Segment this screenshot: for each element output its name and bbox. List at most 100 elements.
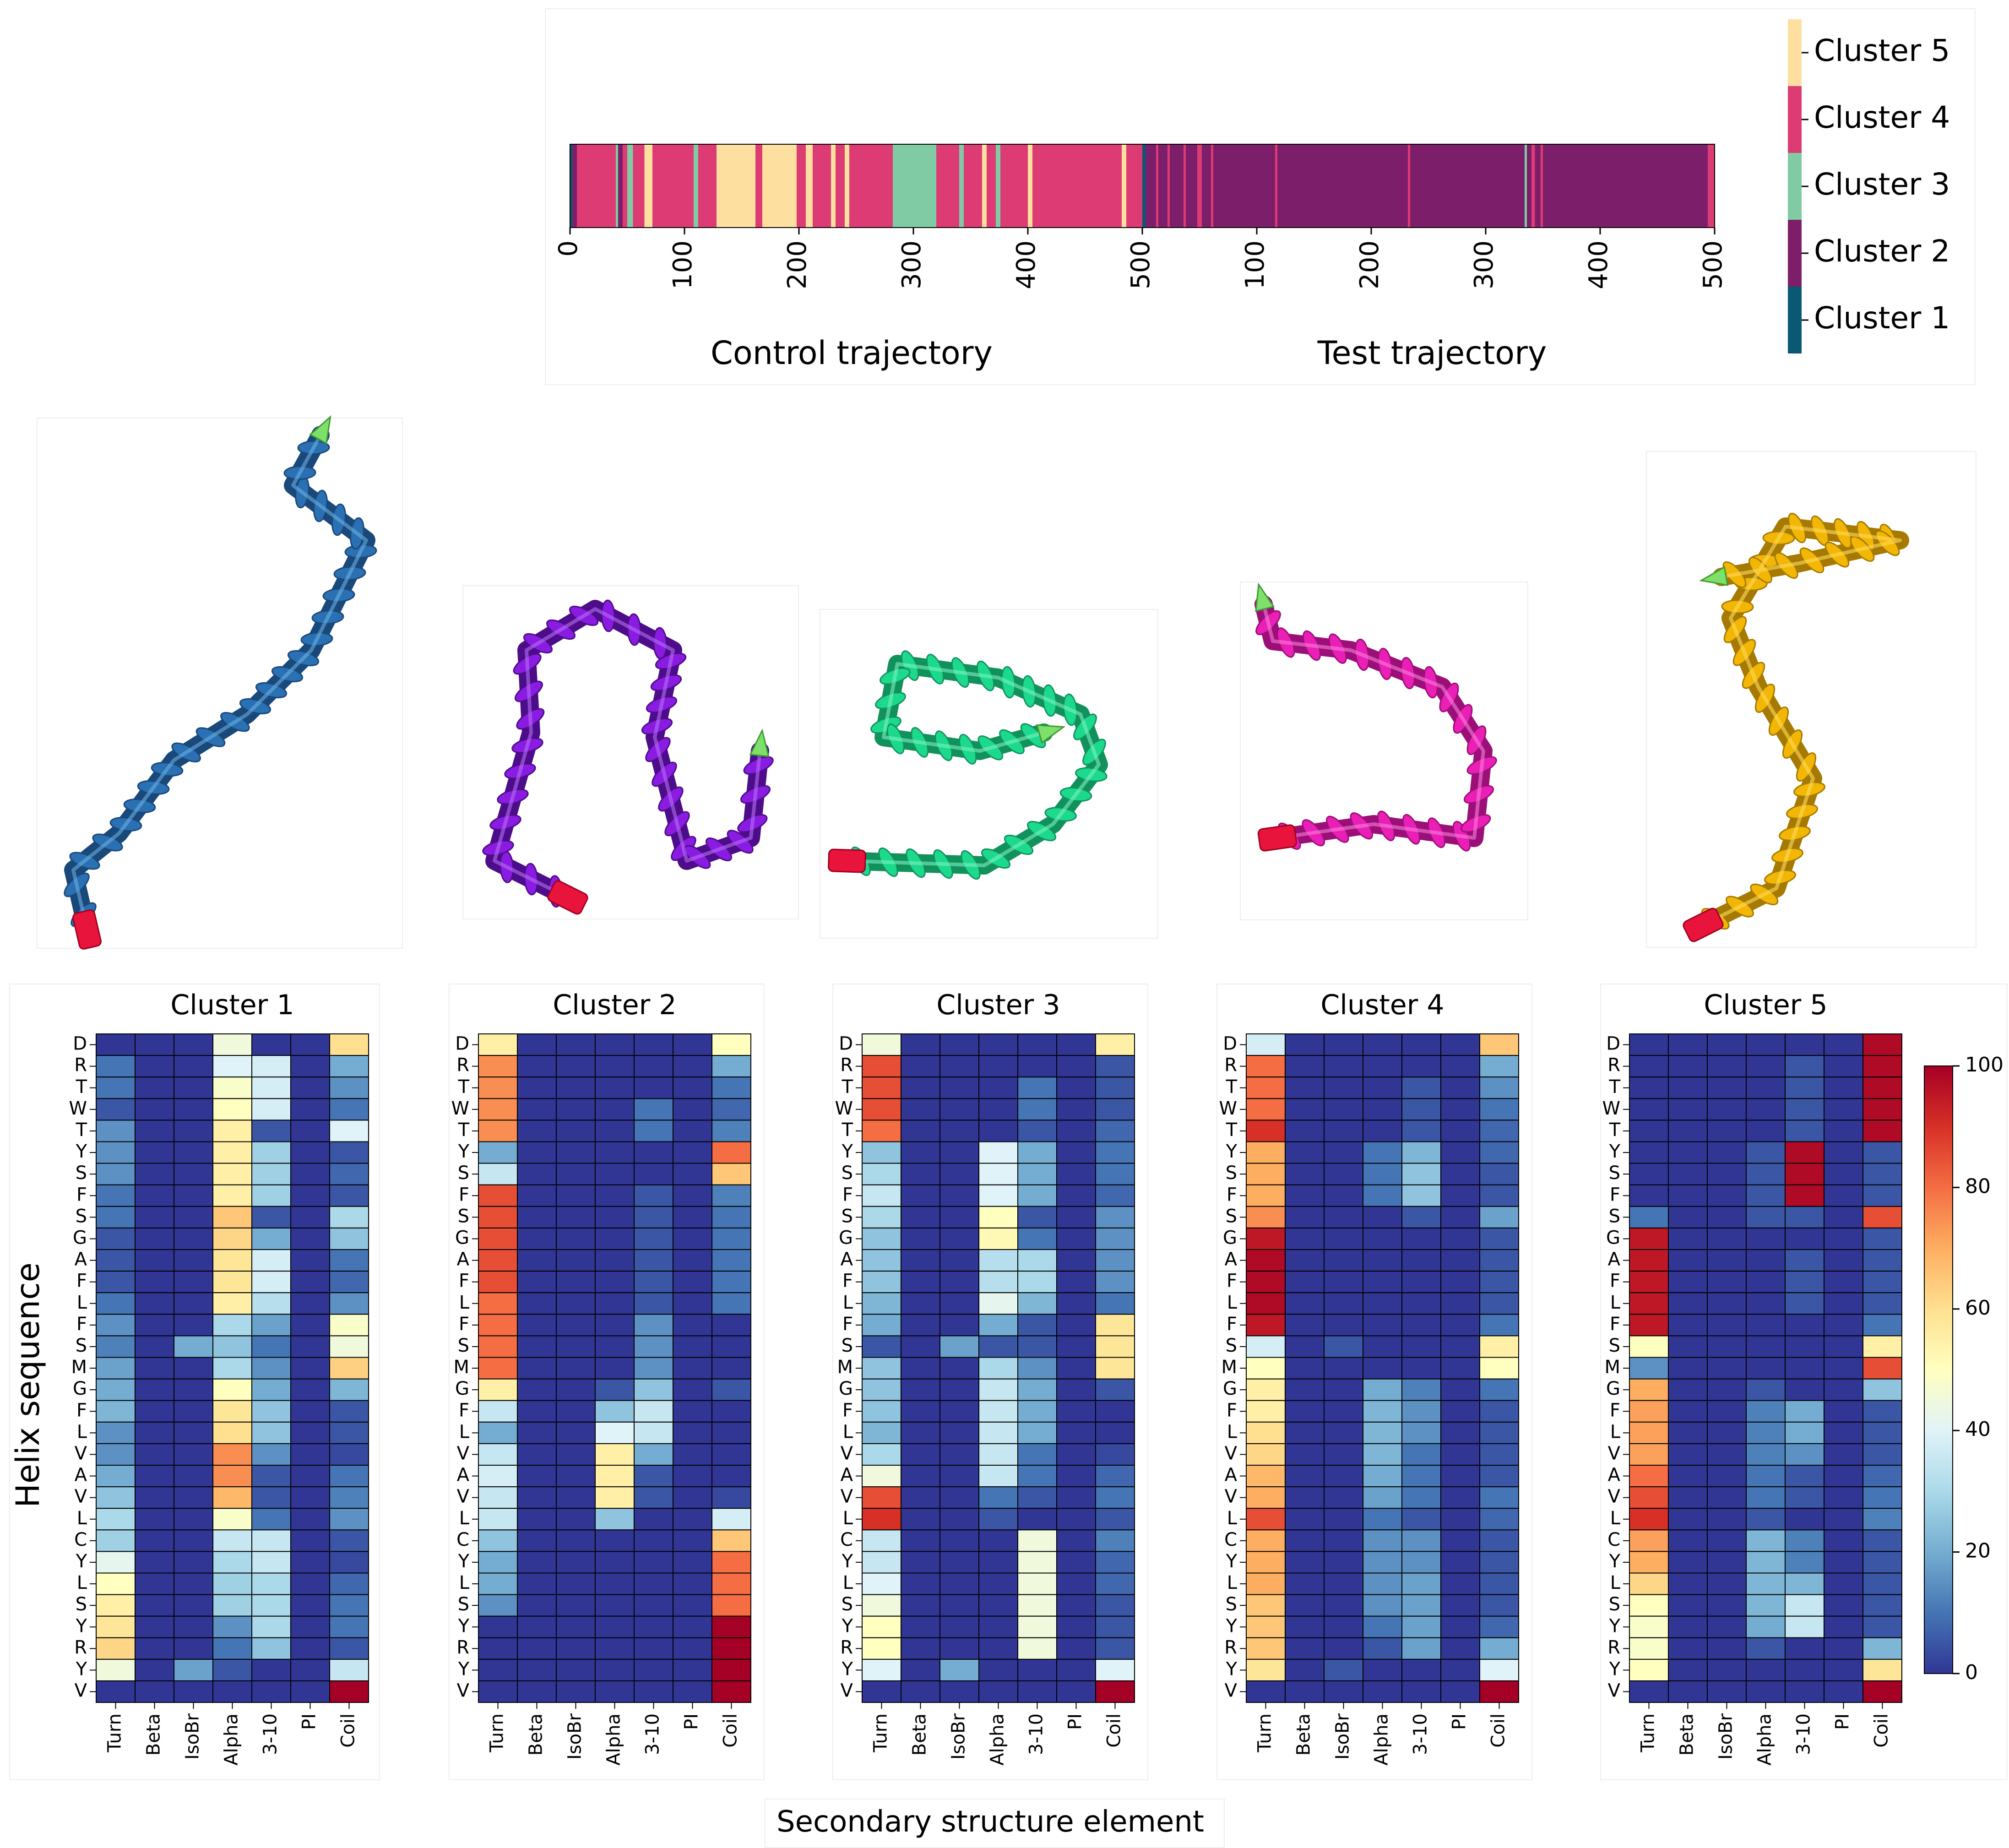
heatmap-cell <box>1324 1529 1363 1552</box>
heatmap-cell <box>290 1551 330 1574</box>
heatmap-cell <box>1095 1076 1135 1099</box>
heatmap-cell <box>1862 1486 1902 1509</box>
heatmap-cell <box>135 1378 174 1401</box>
heatmap-cell <box>251 1465 291 1488</box>
heatmap-cell <box>901 1680 940 1703</box>
heatmap-cell <box>1324 1572 1363 1595</box>
heatmap-cell <box>1707 1421 1747 1444</box>
heatmap-cell <box>1095 1314 1135 1337</box>
heatmap-cell <box>1479 1637 1519 1660</box>
heatmap-cell <box>673 1529 712 1552</box>
heatmap-cell <box>1095 1357 1135 1380</box>
heatmap-cell <box>96 1292 136 1315</box>
heatmap-cell <box>517 1529 557 1552</box>
heatmap-cell <box>1285 1033 1325 1056</box>
heatmap-cell <box>517 1227 557 1250</box>
heatmap-cell <box>595 1400 635 1423</box>
row-label: G <box>839 1227 853 1248</box>
heatmap-cell <box>595 1594 635 1617</box>
heatmap-cell <box>1629 1421 1669 1444</box>
timeline-segment-17 <box>813 144 831 228</box>
heatmap-cell <box>290 1055 330 1078</box>
heatmap-cell <box>1246 1443 1286 1466</box>
heatmap-cell <box>1285 1486 1325 1509</box>
heatmap-cell <box>174 1421 213 1444</box>
heatmap-cell <box>1095 1055 1135 1078</box>
heatmap-cell <box>1479 1400 1519 1423</box>
heatmap-cell <box>1363 1465 1402 1488</box>
heatmap-cell <box>634 1184 673 1207</box>
heatmap-cell <box>1629 1314 1669 1337</box>
heatmap-cell <box>939 1271 979 1294</box>
column-label: Beta <box>526 1713 547 1756</box>
heatmap-cell <box>478 1443 518 1466</box>
heatmap-cell <box>1629 1486 1669 1509</box>
heatmap-cell <box>1056 1486 1096 1509</box>
heatmap-cell <box>1629 1594 1669 1617</box>
heatmap-cell <box>290 1637 330 1660</box>
heatmap-cell <box>1479 1076 1519 1099</box>
n-terminus <box>547 880 588 915</box>
timeline-segment-35 <box>1146 144 1157 228</box>
heatmap-cell <box>1056 1055 1096 1078</box>
timeline-segment-11 <box>698 144 717 228</box>
heatmap-cell <box>1017 1098 1057 1121</box>
heatmap-cell <box>673 1615 712 1638</box>
heatmap-cell <box>556 1206 596 1228</box>
heatmap-cell <box>251 1141 291 1164</box>
legend-label: Cluster 4 <box>1814 100 1950 135</box>
heatmap-cell <box>1363 1551 1402 1574</box>
heatmap-cell <box>1246 1421 1286 1444</box>
heatmap-cell <box>478 1357 518 1380</box>
row-label: D <box>73 1033 87 1054</box>
timeline-segment-31 <box>1032 144 1122 228</box>
heatmap-cell <box>1246 1076 1286 1099</box>
heatmap-cell <box>556 1572 596 1595</box>
heatmap-cell <box>135 1076 174 1099</box>
heatmap-cell <box>939 1184 979 1207</box>
row-label: Y <box>842 1141 853 1162</box>
heatmap-cell <box>901 1421 940 1444</box>
row-label: A <box>75 1465 87 1486</box>
heatmap-cell <box>1095 1508 1135 1531</box>
heatmap-cell <box>135 1184 174 1207</box>
heatmap-cell <box>862 1421 901 1444</box>
heatmap-cell <box>1707 1378 1747 1401</box>
heatmap-cell <box>1479 1098 1519 1121</box>
heatmap-cell <box>329 1443 369 1466</box>
heatmap-cell <box>1401 1421 1441 1444</box>
heatmap-cell <box>174 1120 213 1142</box>
heatmap-cell <box>939 1658 979 1681</box>
heatmap-cell <box>96 1465 136 1488</box>
heatmap-cell <box>1285 1335 1325 1358</box>
heatmap-cell <box>1707 1098 1747 1121</box>
heatmap-cell <box>1629 1098 1669 1121</box>
timeline-tick-label: 300 <box>897 240 927 289</box>
heatmap-cell <box>174 1033 213 1056</box>
heatmap-cell <box>556 1400 596 1423</box>
row-label: Y <box>76 1141 87 1162</box>
timeline-segment-48 <box>1408 144 1411 228</box>
heatmap-cell <box>478 1551 518 1574</box>
heatmap-cell <box>862 1271 901 1294</box>
heatmap-cell <box>1629 1680 1669 1703</box>
timeline-tick-label: 100 <box>668 240 698 289</box>
heatmap-cell <box>673 1141 712 1164</box>
heatmap-cell <box>1629 1163 1669 1185</box>
heatmap-cell <box>1479 1227 1519 1250</box>
heatmap-cell <box>1440 1120 1480 1142</box>
heatmap-cell <box>135 1594 174 1617</box>
heatmap-cell <box>673 1658 712 1681</box>
heatmap-cell <box>1017 1529 1057 1552</box>
heatmap-cell <box>673 1335 712 1358</box>
heatmap-cell <box>711 1098 751 1121</box>
heatmap-cell <box>1246 1227 1286 1250</box>
heatmap-cell <box>1746 1033 1786 1056</box>
heatmap-cell <box>939 1249 979 1272</box>
heatmap-cell <box>1017 1443 1057 1466</box>
heatmap-cell <box>862 1529 901 1552</box>
heatmap-cell <box>595 1378 635 1401</box>
heatmap-cell <box>862 1314 901 1337</box>
heatmap-cell <box>1824 1141 1863 1164</box>
heatmap-cell <box>1824 1486 1863 1509</box>
